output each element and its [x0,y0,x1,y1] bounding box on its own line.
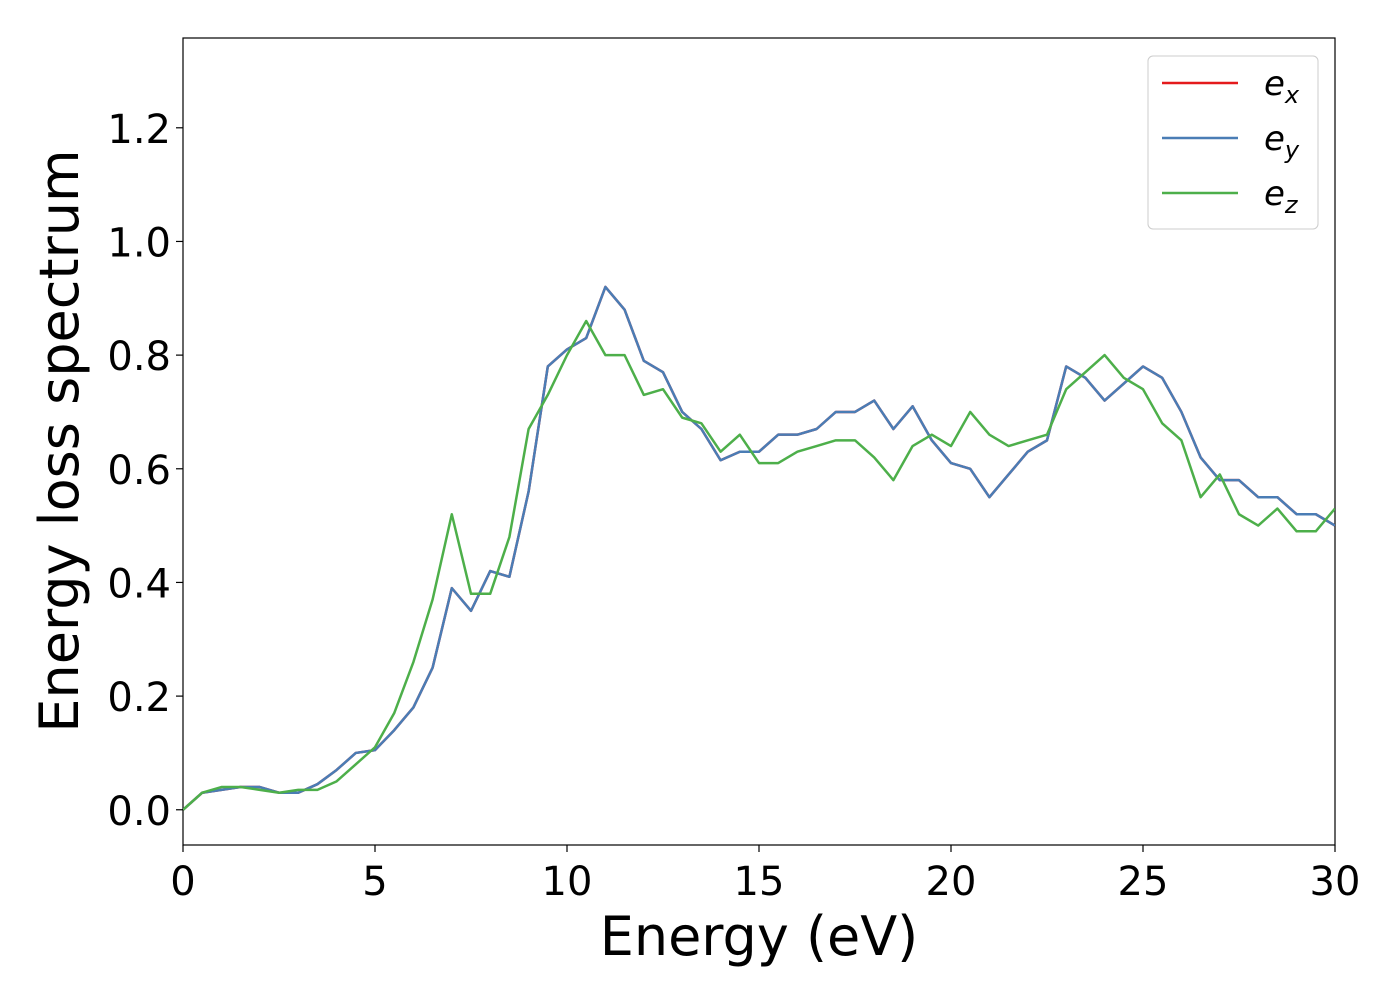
y-tick-label: 0.0 [107,789,171,835]
legend-label: ey [1264,119,1300,164]
x-tick-label: 10 [542,859,593,905]
x-axis-label: Energy (eV) [600,905,919,968]
x-tick-label: 20 [926,859,977,905]
x-tick-label: 0 [170,859,195,905]
data-line [183,285,1335,811]
y-axis-label: Energy loss spectrum [28,149,91,732]
y-tick-label: 0.2 [107,675,171,721]
data-line [183,285,1335,811]
legend-label: ex [1264,64,1300,109]
legend-box [1147,55,1319,230]
y-tick-label: 0.4 [107,561,171,607]
y-tick-label: 1.2 [107,107,171,153]
y-tick-label: 0.6 [107,448,171,494]
y-tick-label: 1.0 [107,220,171,266]
x-tick-label: 5 [362,859,387,905]
legend-label: ez [1264,174,1299,219]
x-tick-label: 25 [1118,859,1169,905]
x-tick-label: 30 [1310,859,1361,905]
x-tick-label: 15 [734,859,785,905]
data-line [183,319,1335,811]
y-tick-label: 0.8 [107,334,171,380]
